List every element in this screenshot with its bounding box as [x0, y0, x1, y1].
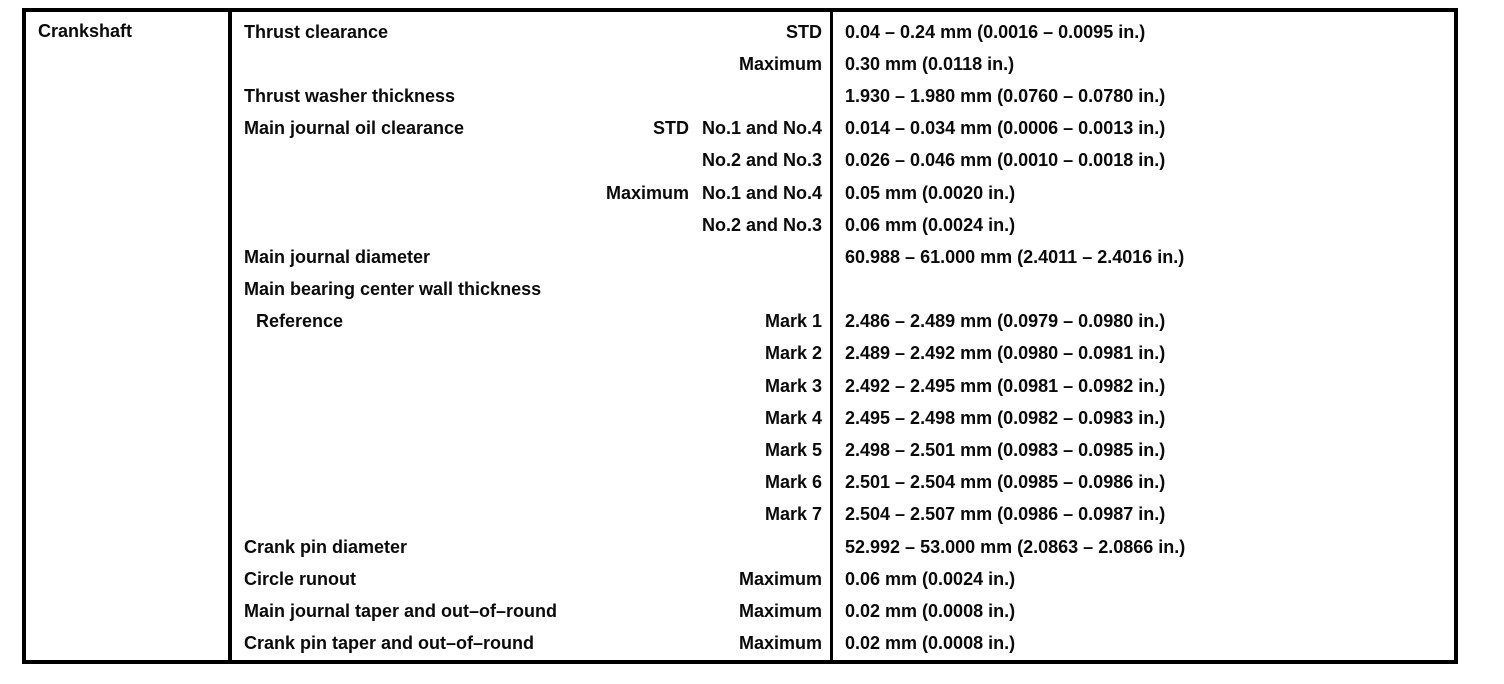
spec-label: Main journal taper and out–of–round [244, 600, 558, 621]
spec-label: Thrust washer thickness [244, 85, 456, 106]
spec-qualifier-secondary: No.1 and No.4 [701, 118, 822, 139]
spec-row: Reference Mark 1 [232, 306, 830, 338]
value-row: 0.02 mm (0.0008 in.) [833, 595, 1454, 627]
spec-qualifier-secondary: Maximum [738, 600, 822, 621]
spec-qualifier-secondary: Maximum [738, 568, 822, 589]
spec-value: 2.486 – 2.489 mm (0.0979 – 0.0980 in.) [845, 311, 1166, 332]
value-column: 0.04 – 0.24 mm (0.0016 – 0.0095 in.) 0.3… [833, 12, 1454, 660]
value-row: 2.495 – 2.498 mm (0.0982 – 0.0983 in.) [833, 402, 1454, 434]
spec-row: Mark 2 [232, 338, 830, 370]
spec-row: Thrust washer thickness [232, 80, 830, 112]
value-row: 0.30 mm (0.0118 in.) [833, 48, 1454, 80]
spec-value: 0.05 mm (0.0020 in.) [845, 182, 1016, 203]
value-row: 2.498 – 2.501 mm (0.0983 – 0.0985 in.) [833, 434, 1454, 466]
value-row: 2.501 – 2.504 mm (0.0985 – 0.0986 in.) [833, 467, 1454, 499]
value-row: 2.492 – 2.495 mm (0.0981 – 0.0982 in.) [833, 370, 1454, 402]
spec-qualifier-secondary: Mark 4 [764, 407, 822, 428]
spec-value: 52.992 – 53.000 mm (2.0863 – 2.0866 in.) [845, 536, 1186, 557]
value-row: 0.04 – 0.24 mm (0.0016 – 0.0095 in.) [833, 16, 1454, 48]
spec-row: Mark 4 [232, 402, 830, 434]
spec-qualifier-secondary: Maximum [738, 53, 822, 74]
value-row: 1.930 – 1.980 mm (0.0760 – 0.0780 in.) [833, 80, 1454, 112]
spec-row: Mark 6 [232, 467, 830, 499]
spec-value: 0.02 mm (0.0008 in.) [845, 600, 1016, 621]
value-row [833, 274, 1454, 306]
spec-qualifier-secondary: Mark 5 [764, 440, 822, 461]
spec-qualifier-secondary: Mark 6 [764, 472, 822, 493]
crankshaft-spec-table: Crankshaft Thrust clearance STD Maximum … [22, 8, 1458, 664]
spec-qualifier-secondary: Mark 3 [764, 375, 822, 396]
spec-row: Thrust clearance STD [232, 16, 830, 48]
value-row: 2.486 – 2.489 mm (0.0979 – 0.0980 in.) [833, 306, 1454, 338]
spec-value: 2.495 – 2.498 mm (0.0982 – 0.0983 in.) [845, 407, 1166, 428]
spec-value: 2.489 – 2.492 mm (0.0980 – 0.0981 in.) [845, 343, 1166, 364]
spec-qualifier-secondary: STD [786, 21, 822, 42]
value-row: 52.992 – 53.000 mm (2.0863 – 2.0866 in.) [833, 531, 1454, 563]
spec-row: Maximum [232, 48, 830, 80]
spec-qualifier-secondary: Mark 2 [764, 343, 822, 364]
spec-value: 2.501 – 2.504 mm (0.0985 – 0.0986 in.) [845, 472, 1166, 493]
spec-value: 60.988 – 61.000 mm (2.4011 – 2.4016 in.) [845, 246, 1185, 267]
spec-value: 2.504 – 2.507 mm (0.0986 – 0.0987 in.) [845, 504, 1166, 525]
value-row: 2.489 – 2.492 mm (0.0980 – 0.0981 in.) [833, 338, 1454, 370]
spec-value: 2.492 – 2.495 mm (0.0981 – 0.0982 in.) [845, 375, 1166, 396]
spec-qualifier-secondary: Maximum [738, 633, 822, 654]
value-row: 0.02 mm (0.0008 in.) [833, 628, 1454, 660]
spec-row: Mark 3 [232, 370, 830, 402]
component-column: Crankshaft [26, 12, 232, 660]
spec-value: 0.014 – 0.034 mm (0.0006 – 0.0013 in.) [845, 118, 1166, 139]
spec-qualifier-secondary: Mark 7 [764, 504, 822, 525]
spec-value: 1.930 – 1.980 mm (0.0760 – 0.0780 in.) [845, 85, 1166, 106]
value-row: 60.988 – 61.000 mm (2.4011 – 2.4016 in.) [833, 241, 1454, 273]
value-row: 0.06 mm (0.0024 in.) [833, 563, 1454, 595]
spec-label: Reference [256, 311, 344, 332]
spec-row: Main journal diameter [232, 241, 830, 273]
spec-qualifier-primary: Maximum [605, 182, 689, 203]
spec-value: 0.04 – 0.24 mm (0.0016 – 0.0095 in.) [845, 21, 1146, 42]
value-row: 0.05 mm (0.0020 in.) [833, 177, 1454, 209]
spec-row: Mark 7 [232, 499, 830, 531]
spec-value: 0.06 mm (0.0024 in.) [845, 568, 1016, 589]
spec-row: Circle runout Maximum [232, 563, 830, 595]
spec-row: Maximum No.1 and No.4 [232, 177, 830, 209]
spec-row: Main bearing center wall thickness [232, 274, 830, 306]
spec-qualifier-secondary: No.2 and No.3 [701, 150, 822, 171]
spec-label: Main journal diameter [244, 246, 431, 267]
spec-qualifier-primary: STD [652, 118, 689, 139]
spec-value: 0.06 mm (0.0024 in.) [845, 214, 1016, 235]
specification-column: Thrust clearance STD Maximum Thrust wash… [232, 12, 833, 660]
spec-row: Crank pin taper and out–of–round Maximum [232, 628, 830, 660]
spec-label: Main bearing center wall thickness [244, 279, 542, 300]
spec-label: Crank pin diameter [244, 536, 408, 557]
spec-label: Thrust clearance [244, 21, 389, 42]
spec-row: Main journal taper and out–of–round Maxi… [232, 595, 830, 627]
spec-value: 0.30 mm (0.0118 in.) [845, 53, 1015, 74]
spec-row: Main journal oil clearance STD No.1 and … [232, 113, 830, 145]
value-row: 0.014 – 0.034 mm (0.0006 – 0.0013 in.) [833, 113, 1454, 145]
spec-row: Crank pin diameter [232, 531, 830, 563]
spec-qualifier-secondary: No.1 and No.4 [701, 182, 822, 203]
value-row: 2.504 – 2.507 mm (0.0986 – 0.0987 in.) [833, 499, 1454, 531]
spec-value: 0.026 – 0.046 mm (0.0010 – 0.0018 in.) [845, 150, 1166, 171]
spec-qualifier-secondary: Mark 1 [764, 311, 822, 332]
spec-row: No.2 and No.3 [232, 209, 830, 241]
spec-label: Main journal oil clearance [244, 118, 465, 139]
spec-row: Mark 5 [232, 434, 830, 466]
spec-label: Crank pin taper and out–of–round [244, 633, 535, 654]
spec-value: 2.498 – 2.501 mm (0.0983 – 0.0985 in.) [845, 440, 1166, 461]
spec-label: Circle runout [244, 568, 357, 589]
spec-qualifier-secondary: No.2 and No.3 [701, 214, 822, 235]
spec-value: 0.02 mm (0.0008 in.) [845, 633, 1016, 654]
component-name: Crankshaft [38, 21, 133, 41]
value-row: 0.06 mm (0.0024 in.) [833, 209, 1454, 241]
value-row: 0.026 – 0.046 mm (0.0010 – 0.0018 in.) [833, 145, 1454, 177]
spec-row: No.2 and No.3 [232, 145, 830, 177]
